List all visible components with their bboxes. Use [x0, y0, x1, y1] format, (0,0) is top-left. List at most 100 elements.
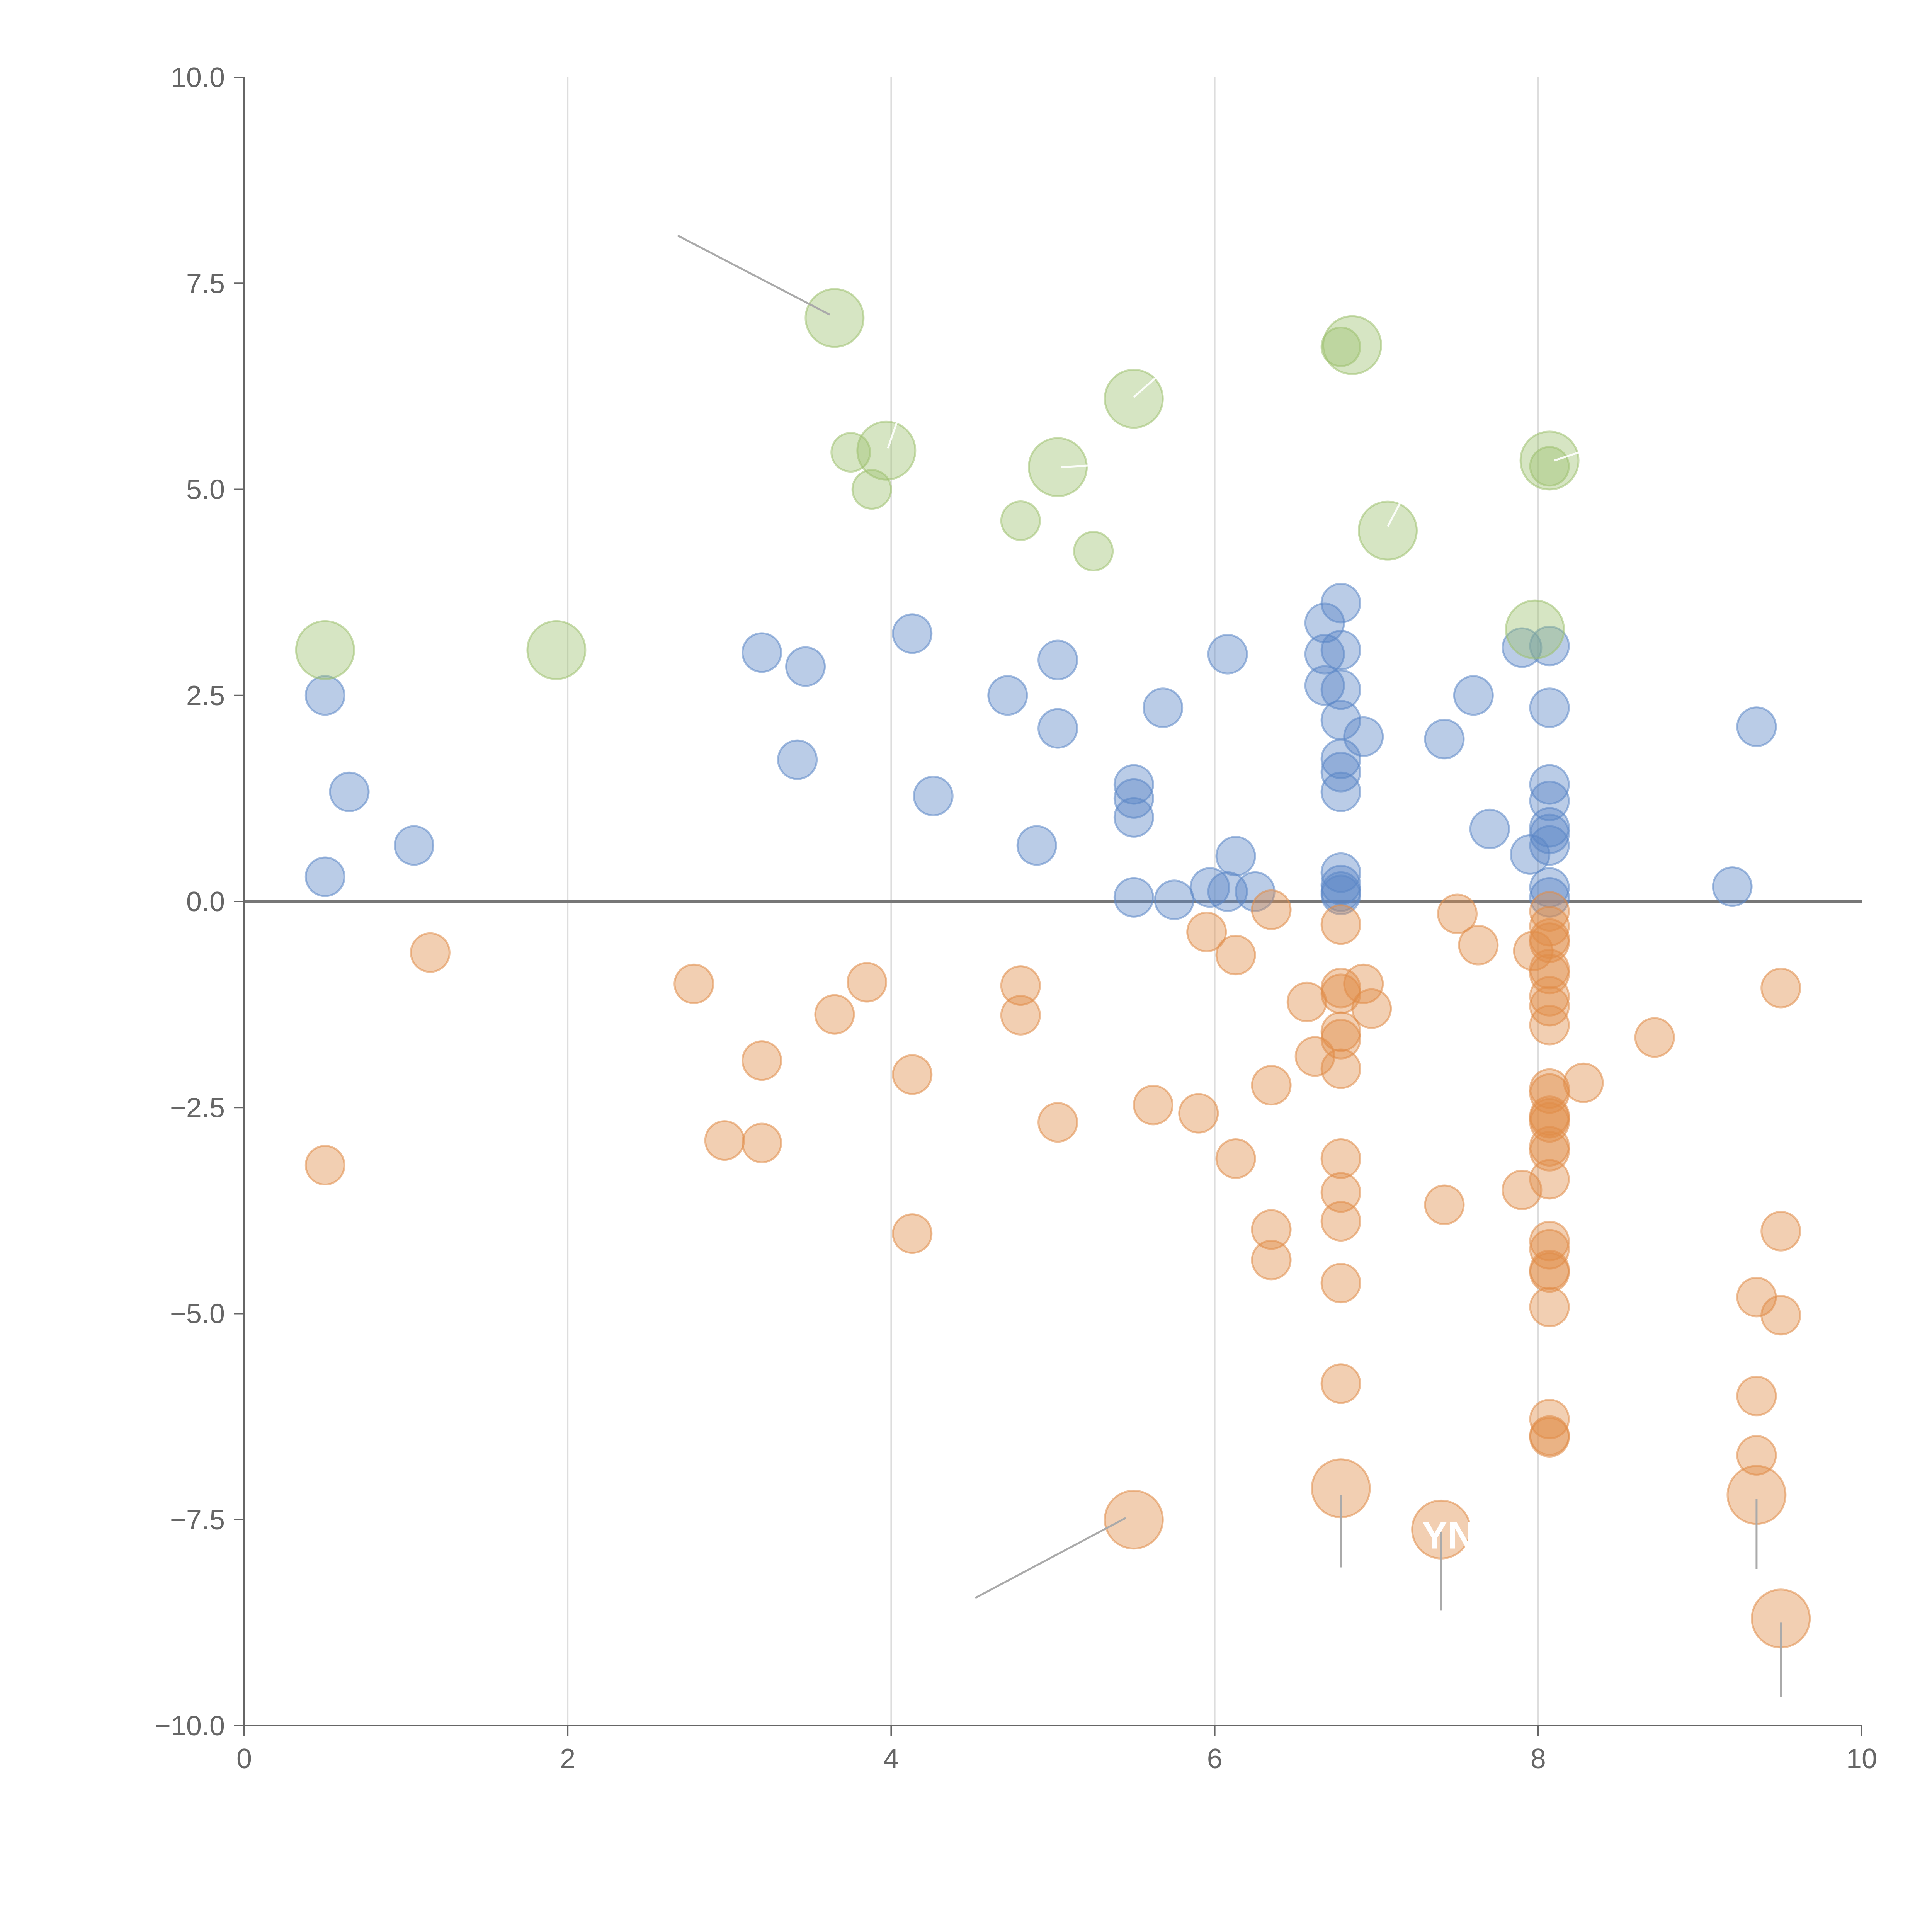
data-point-positive	[892, 613, 933, 654]
data-point-negative	[1760, 968, 1801, 1009]
data-point-positive	[1037, 639, 1078, 680]
data-point-positive	[1424, 719, 1465, 760]
data-point-negative	[1529, 1399, 1570, 1440]
data-point-negative	[1133, 1085, 1174, 1126]
y-tick-label: 5.0	[186, 474, 225, 505]
data-point-negative	[1215, 1138, 1256, 1179]
data-point-positive	[1320, 738, 1361, 779]
y-tick-label: 2.5	[186, 680, 225, 711]
data-point-positive	[1304, 634, 1345, 675]
data-point-negative	[1529, 976, 1570, 1017]
x-tick-label: 10	[1846, 1743, 1877, 1774]
data-point-negative	[847, 962, 888, 1003]
annotations: YN	[677, 235, 1782, 1697]
data-point-negative	[1529, 1131, 1570, 1172]
data-point-negative	[1458, 925, 1499, 966]
data-point-negative	[1563, 1062, 1604, 1103]
data-point-positive	[1320, 629, 1361, 670]
data-point-negative	[1529, 954, 1570, 995]
data-point-negative	[704, 1120, 745, 1161]
data-point-negative	[1529, 1159, 1570, 1200]
data-point-negative	[1760, 1211, 1801, 1252]
data-point-negative	[742, 1040, 782, 1081]
data-point-highlight-large	[1519, 430, 1580, 491]
data-point-negative	[1320, 1048, 1361, 1089]
data-point-negative	[1529, 1286, 1570, 1327]
annotation-line	[1387, 501, 1402, 527]
data-point-negative	[410, 932, 451, 973]
data-point-negative	[1000, 965, 1041, 1006]
data-point-positive	[1207, 634, 1248, 675]
data-point-negative	[1215, 935, 1256, 976]
data-point-negative-large	[1104, 1490, 1164, 1550]
data-point-positive	[987, 675, 1028, 716]
data-point-negative	[1320, 1138, 1361, 1179]
data-point-positive	[913, 776, 954, 816]
data-point-negative	[1320, 1263, 1361, 1304]
data-point-negative	[1186, 912, 1227, 952]
data-point-positive	[1736, 706, 1777, 747]
data-point-highlight-large	[295, 620, 355, 680]
data-point-negative	[1251, 1209, 1292, 1250]
data-point-negative	[892, 1054, 933, 1095]
data-point-positive	[1529, 877, 1570, 918]
annotation-line	[975, 1517, 1126, 1599]
data-point-positive	[329, 771, 370, 812]
data-point-highlight	[1073, 531, 1114, 571]
data-point-negative	[1424, 1184, 1465, 1225]
data-point-negative	[1634, 1017, 1675, 1058]
data-point-highlight-large	[1028, 437, 1088, 497]
data-point-negative	[892, 1213, 933, 1254]
annotation-label: YN	[1422, 1514, 1475, 1557]
x-tick-label: 4	[883, 1743, 899, 1774]
data-point-highlight	[1529, 446, 1570, 487]
data-point-highlight	[1000, 500, 1041, 541]
data-point-negative	[1320, 1201, 1361, 1242]
data-point-negative	[1251, 1240, 1292, 1281]
annotation-line	[1133, 365, 1170, 398]
data-point-positive	[1320, 669, 1361, 710]
data-point-highlight-large	[1358, 500, 1418, 561]
y-tick-label: 10.0	[171, 62, 225, 93]
data-point-negative	[1529, 1102, 1570, 1143]
data-point-positive	[1712, 866, 1753, 907]
data-point-positive	[1113, 877, 1154, 918]
data-point-positive	[1016, 825, 1057, 866]
data-point-positive	[1529, 626, 1570, 667]
y-tick-label: 7.5	[186, 268, 225, 299]
data-point-positive	[1113, 764, 1154, 805]
data-point-highlight	[1320, 326, 1361, 367]
data-point-negative	[1736, 1435, 1777, 1476]
x-tick-label: 0	[236, 1743, 252, 1774]
data-point-negative	[1736, 1376, 1777, 1417]
data-point-positive	[1529, 825, 1570, 866]
x-tick-label: 6	[1207, 1743, 1223, 1774]
data-point-positive	[1113, 797, 1154, 838]
data-point-positive	[1320, 583, 1361, 624]
data-point-positive	[394, 825, 435, 866]
annotation-line	[677, 235, 830, 316]
data-point-negative	[1351, 988, 1392, 1029]
data-point-negative	[1529, 1252, 1570, 1293]
data-point-negative	[1178, 1093, 1219, 1134]
data-points	[295, 288, 1811, 1649]
data-point-negative	[673, 963, 714, 1004]
data-point-positive	[777, 739, 818, 780]
data-point-highlight-large	[1322, 315, 1382, 375]
data-point-negative	[1286, 981, 1327, 1022]
data-point-negative	[1437, 893, 1478, 934]
data-point-positive	[1343, 716, 1384, 757]
annotation-line	[887, 415, 900, 449]
data-point-positive	[1529, 687, 1570, 728]
data-point-negative	[304, 1145, 345, 1186]
data-point-highlight-large	[1505, 599, 1565, 660]
y-tick-label: −7.5	[170, 1505, 225, 1536]
data-point-negative	[1320, 1363, 1361, 1404]
data-point-positive	[1215, 836, 1256, 877]
y-tick-label: 0.0	[186, 886, 225, 917]
data-point-negative	[1000, 995, 1041, 1036]
y-tick-label: −2.5	[170, 1092, 225, 1123]
data-point-positive	[1529, 764, 1570, 805]
data-point-negative	[1529, 1073, 1570, 1114]
